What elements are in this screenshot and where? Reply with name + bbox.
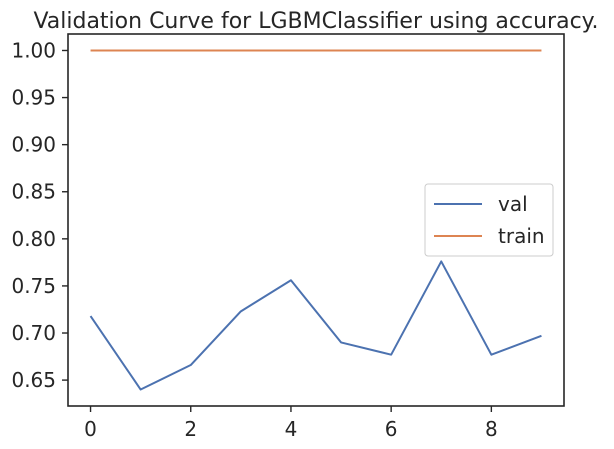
legend: val train — [424, 183, 554, 257]
y-tick-label: 1.00 — [11, 38, 56, 62]
series-line-val — [89, 260, 542, 391]
y-tick-label: 0.75 — [11, 274, 56, 298]
y-axis: 0.65 0.70 0.75 0.80 0.85 0.90 0.95 1.00 — [11, 38, 68, 392]
legend-label-train: train — [498, 224, 545, 248]
y-tick-label: 0.85 — [11, 180, 56, 204]
y-tick-label: 0.95 — [11, 86, 56, 110]
series-lines — [89, 49, 542, 391]
y-tick-label: 0.90 — [11, 133, 56, 157]
x-axis: 0 2 4 6 8 — [84, 406, 498, 441]
legend-box — [424, 183, 554, 257]
x-tick-label: 0 — [84, 417, 97, 441]
x-tick-label: 2 — [184, 417, 197, 441]
y-tick-label: 0.80 — [11, 227, 56, 251]
plot-frame — [67, 33, 565, 407]
x-tick-label: 6 — [385, 417, 398, 441]
legend-label-val: val — [498, 192, 528, 216]
chart-title: Validation Curve for LGBMClassifier usin… — [33, 9, 598, 34]
x-tick-label: 4 — [285, 417, 298, 441]
y-tick-label: 0.70 — [11, 321, 56, 345]
x-tick-label: 8 — [485, 417, 498, 441]
y-tick-label: 0.65 — [11, 368, 56, 392]
